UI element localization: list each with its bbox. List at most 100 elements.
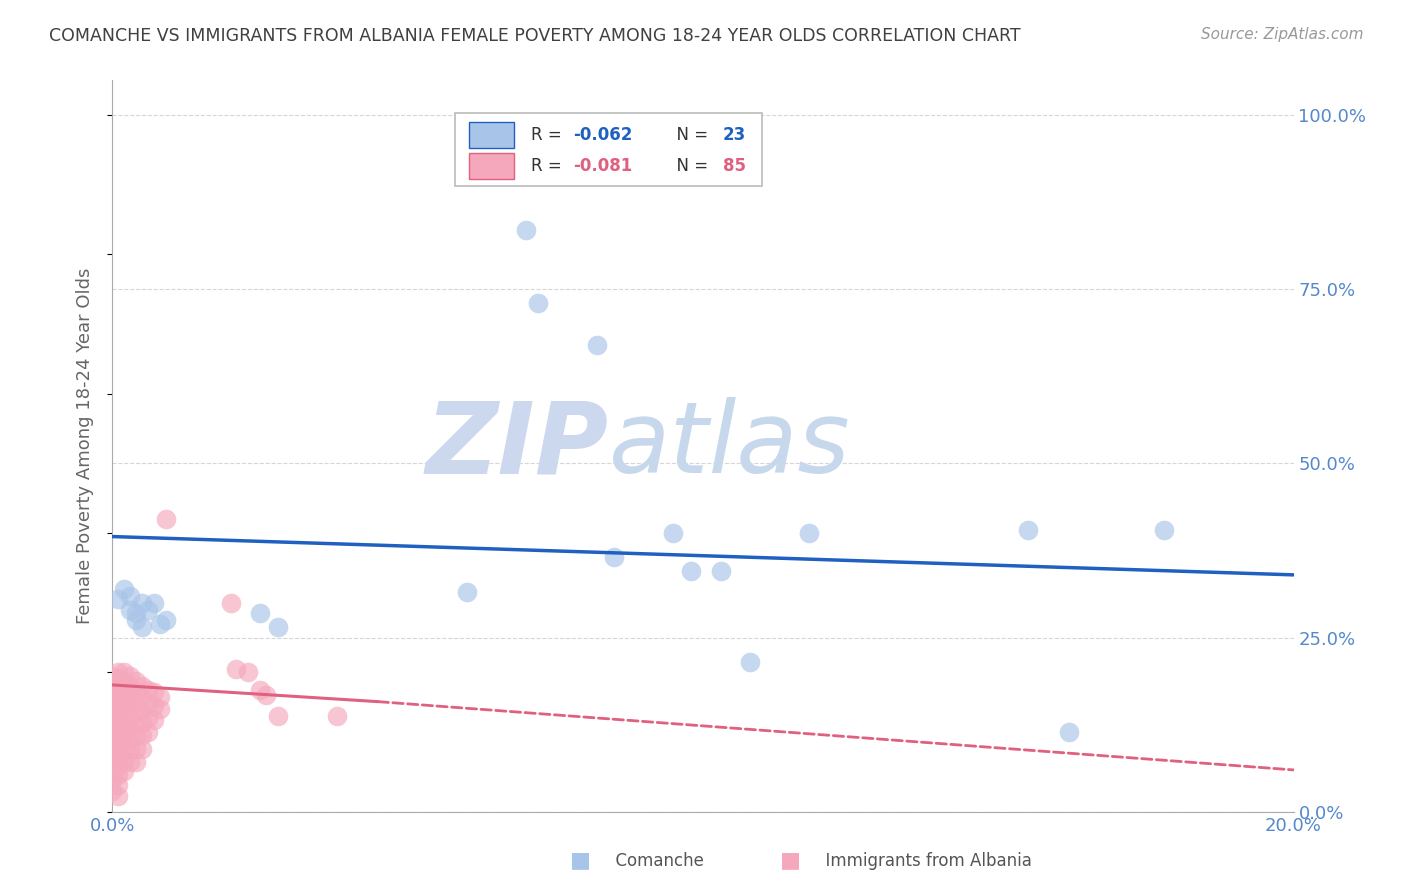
Point: [120, 731, 142, 746]
Point: [120, 721, 142, 735]
Point: [125, 606, 148, 620]
Point: [112, 754, 135, 768]
Point: [131, 620, 153, 634]
Point: [101, 713, 124, 727]
Point: [120, 690, 142, 704]
Point: [101, 676, 124, 690]
Point: [107, 665, 129, 680]
Point: [107, 705, 129, 719]
Point: [142, 713, 165, 727]
Point: [662, 526, 685, 541]
Point: [112, 726, 135, 740]
Point: [120, 711, 142, 725]
Point: [155, 613, 177, 627]
Point: [603, 550, 626, 565]
Point: [142, 596, 165, 610]
Text: R =: R =: [530, 126, 567, 145]
Text: Source: ZipAtlas.com: Source: ZipAtlas.com: [1201, 27, 1364, 42]
Text: -0.081: -0.081: [574, 157, 633, 175]
Point: [101, 691, 124, 706]
Point: [456, 585, 478, 599]
Point: [101, 784, 124, 798]
Point: [125, 696, 148, 710]
Point: [238, 665, 260, 680]
Point: [125, 707, 148, 722]
Point: [225, 662, 247, 676]
Point: [131, 596, 153, 610]
Point: [107, 682, 129, 697]
Point: [101, 742, 124, 756]
Point: [107, 671, 129, 685]
Point: [136, 603, 159, 617]
Point: [136, 711, 159, 725]
Point: [101, 750, 124, 764]
Point: [107, 759, 129, 773]
Text: atlas: atlas: [609, 398, 851, 494]
Text: -0.062: -0.062: [574, 126, 633, 145]
Text: ZIP: ZIP: [426, 398, 609, 494]
Point: [120, 700, 142, 714]
Point: [136, 697, 159, 711]
Point: [155, 512, 177, 526]
FancyBboxPatch shape: [470, 153, 515, 179]
Point: [101, 717, 124, 731]
Point: [710, 565, 733, 579]
Point: [107, 746, 129, 760]
Point: [101, 697, 124, 711]
Point: [107, 693, 129, 707]
Text: Comanche: Comanche: [605, 852, 703, 870]
Text: 85: 85: [723, 157, 747, 175]
Point: [107, 727, 129, 741]
Point: [125, 673, 148, 688]
Point: [125, 755, 148, 769]
Point: [149, 690, 172, 704]
Point: [112, 717, 135, 731]
Text: COMANCHE VS IMMIGRANTS FROM ALBANIA FEMALE POVERTY AMONG 18-24 YEAR OLDS CORRELA: COMANCHE VS IMMIGRANTS FROM ALBANIA FEMA…: [49, 27, 1021, 45]
Point: [101, 681, 124, 695]
Point: [131, 742, 153, 756]
FancyBboxPatch shape: [456, 113, 762, 186]
Point: [101, 773, 124, 788]
Point: [112, 691, 135, 706]
Text: 23: 23: [723, 126, 747, 145]
Point: [681, 565, 703, 579]
Point: [112, 582, 135, 596]
Point: [515, 223, 537, 237]
Point: [112, 743, 135, 757]
Point: [136, 682, 159, 697]
Point: [131, 728, 153, 742]
Point: [131, 715, 153, 730]
Y-axis label: Female Poverty Among 18-24 Year Olds: Female Poverty Among 18-24 Year Olds: [76, 268, 94, 624]
Point: [101, 669, 124, 683]
Point: [1017, 523, 1039, 537]
Text: Immigrants from Albania: Immigrants from Albania: [815, 852, 1032, 870]
Point: [107, 732, 129, 747]
Point: [142, 685, 165, 699]
Point: [120, 755, 142, 769]
Point: [107, 710, 129, 724]
Point: [101, 723, 124, 737]
Point: [101, 763, 124, 777]
Point: [112, 665, 135, 680]
Point: [107, 721, 129, 735]
Point: [107, 592, 129, 607]
Point: [131, 703, 153, 717]
Point: [149, 616, 172, 631]
Point: [526, 296, 548, 310]
Point: [112, 735, 135, 749]
Point: [249, 682, 271, 697]
Point: [326, 708, 349, 723]
Point: [125, 613, 148, 627]
Point: [131, 679, 153, 693]
Point: [1057, 724, 1080, 739]
Point: [107, 715, 129, 730]
Text: N =: N =: [666, 157, 714, 175]
Point: [799, 526, 821, 541]
Point: [585, 338, 607, 352]
Point: [112, 682, 135, 697]
Point: [219, 596, 242, 610]
Point: [112, 764, 135, 779]
Point: [740, 655, 762, 669]
Point: [125, 718, 148, 732]
Text: R =: R =: [530, 157, 567, 175]
